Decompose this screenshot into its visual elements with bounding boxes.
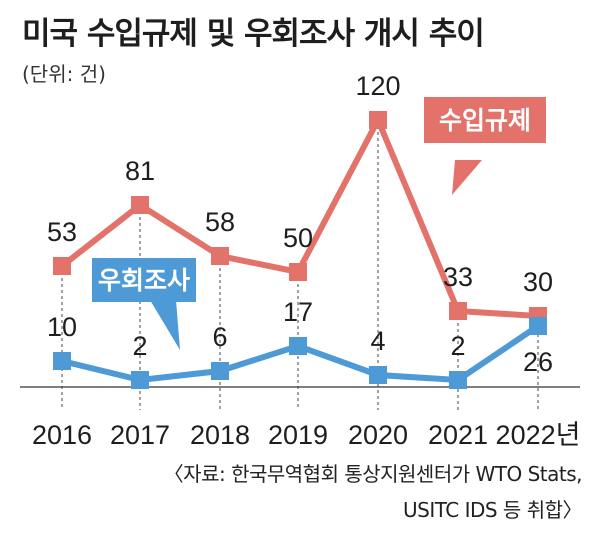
data-point-import-regulation: [131, 196, 149, 214]
data-point-circumvention: [369, 366, 387, 384]
callout-box: [424, 97, 546, 143]
data-label-circumvention: 17: [283, 297, 313, 327]
source-note-line2: USITC IDS 등 취합〉: [402, 498, 583, 522]
data-label-import-regulation: 53: [47, 217, 77, 247]
x-tick-label: 2018: [190, 420, 250, 450]
data-point-circumvention: [289, 337, 307, 355]
data-label-import-regulation: 81: [125, 156, 155, 186]
legend-series-circumvention: 우회조사: [98, 266, 190, 295]
callout-box: [92, 258, 196, 302]
data-label-import-regulation: 30: [523, 267, 553, 297]
data-point-import-regulation: [449, 302, 467, 320]
x-tick-label: 2020: [348, 420, 408, 450]
data-point-circumvention: [529, 317, 547, 335]
chart-title: 미국 수입규제 및 우회조사 개시 추이: [22, 16, 485, 52]
data-label-import-regulation: 58: [205, 207, 235, 237]
x-tick-label: 2016: [32, 420, 92, 450]
x-tick-label: 2021: [428, 420, 488, 450]
callout-circumvention: 우회조사: [92, 258, 196, 350]
callout-pointer: [452, 160, 482, 195]
legend-series-import-regulation: 수입규제: [439, 106, 531, 135]
data-label-circumvention: 6: [212, 322, 227, 352]
data-label-circumvention: 2: [450, 331, 465, 361]
data-label-import-regulation: 50: [283, 223, 313, 253]
data-label-import-regulation: 120: [355, 71, 400, 101]
data-label-circumvention: 26: [523, 347, 553, 377]
data-point-import-regulation: [369, 111, 387, 129]
data-label-circumvention: 4: [370, 326, 385, 356]
data-point-circumvention: [131, 371, 149, 389]
data-point-circumvention: [449, 371, 467, 389]
x-tick-label: 2019: [268, 420, 328, 450]
callout-pointer: [150, 300, 180, 350]
data-point-circumvention: [53, 352, 71, 370]
data-label-import-regulation: 33: [443, 262, 473, 292]
x-tick-label: 2022년: [496, 420, 581, 450]
data-point-import-regulation: [53, 257, 71, 275]
unit-label: (단위: 건): [22, 62, 106, 86]
data-point-import-regulation: [211, 247, 229, 265]
data-point-import-regulation: [289, 263, 307, 281]
callout-import-regulation: 수입규제: [424, 97, 546, 195]
source-note-line1: 〈자료: 한국무역협회 통상지원센터가 WTO Stats,: [163, 462, 583, 486]
data-label-circumvention: 10: [47, 312, 77, 342]
data-label-circumvention: 2: [132, 331, 147, 361]
data-point-circumvention: [211, 362, 229, 380]
x-tick-label: 2017: [110, 420, 170, 450]
